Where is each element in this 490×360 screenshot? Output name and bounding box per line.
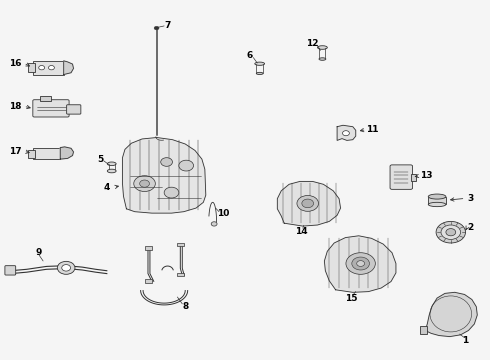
Bar [33,148,60,159]
Polygon shape [60,147,74,159]
Text: 17: 17 [9,147,22,156]
Circle shape [343,131,349,136]
Polygon shape [425,292,477,337]
Circle shape [62,265,71,271]
Bar [145,246,152,250]
Ellipse shape [318,46,327,49]
Text: 8: 8 [182,302,188,311]
Ellipse shape [256,72,263,75]
Text: 7: 7 [164,21,171,30]
Ellipse shape [428,202,446,207]
Circle shape [179,160,194,171]
Text: 6: 6 [247,51,253,60]
Text: 9: 9 [35,248,42,257]
Text: 4: 4 [103,184,110,193]
Circle shape [446,229,456,236]
Circle shape [134,176,155,192]
Text: 16: 16 [9,59,22,68]
Bar [411,174,416,181]
Circle shape [39,66,45,70]
Text: 18: 18 [9,102,22,111]
Circle shape [57,261,75,274]
Polygon shape [324,236,396,292]
Polygon shape [64,61,74,75]
Bar [33,61,64,75]
Bar [145,279,152,283]
Circle shape [211,222,217,226]
Polygon shape [122,138,206,213]
Text: 13: 13 [420,171,433,180]
Bar [28,63,35,72]
Bar [40,96,51,101]
Polygon shape [277,181,341,226]
Text: 3: 3 [467,194,473,202]
Circle shape [140,180,149,187]
Ellipse shape [319,58,326,60]
Text: 11: 11 [366,125,379,134]
Bar [177,243,184,246]
Circle shape [154,26,159,30]
Circle shape [164,187,179,198]
Text: 1: 1 [463,336,468,345]
Ellipse shape [107,162,116,166]
Ellipse shape [428,194,446,199]
Circle shape [357,261,365,266]
Bar [28,150,35,158]
Ellipse shape [107,169,116,173]
FancyBboxPatch shape [67,105,81,114]
Text: 2: 2 [467,223,473,232]
Circle shape [352,257,369,270]
Circle shape [49,66,54,70]
Circle shape [161,158,172,166]
Polygon shape [337,125,356,140]
Ellipse shape [255,62,265,66]
Text: 14: 14 [295,227,308,236]
FancyBboxPatch shape [33,100,69,117]
Text: 10: 10 [217,209,229,217]
Bar [420,326,427,334]
Text: 15: 15 [344,294,357,302]
Circle shape [302,199,314,208]
Text: 12: 12 [306,40,319,49]
Circle shape [346,253,375,274]
Circle shape [297,195,318,211]
Text: 5: 5 [98,155,103,163]
FancyBboxPatch shape [390,165,413,189]
Circle shape [441,225,461,239]
Bar [428,197,446,204]
Circle shape [436,221,466,243]
FancyBboxPatch shape [5,266,16,275]
Bar [177,273,184,276]
